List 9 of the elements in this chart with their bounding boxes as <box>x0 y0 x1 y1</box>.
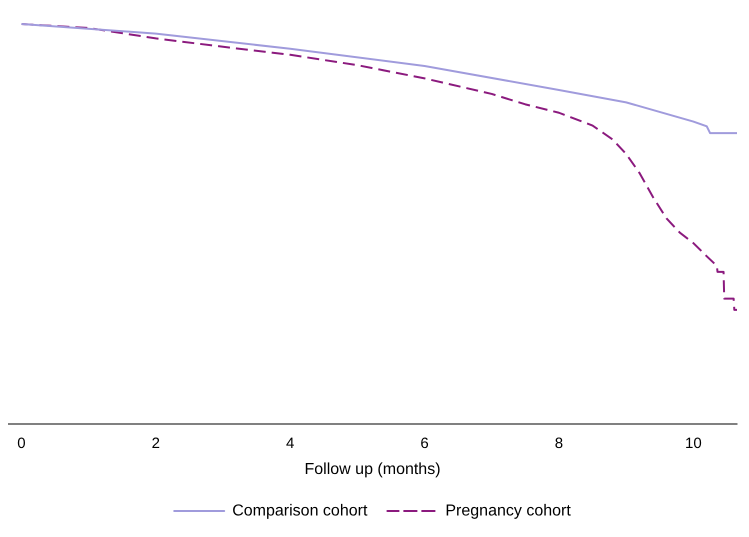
x-tick-label: 6 <box>420 434 429 452</box>
x-axis-title: Follow up (months) <box>304 460 441 478</box>
x-tick-label: 8 <box>554 434 564 452</box>
x-tick-label: 2 <box>152 434 160 452</box>
legend-label: Comparison cohort <box>232 502 368 520</box>
legend-label: Pregnancy cohort <box>445 502 572 520</box>
x-tick-label: 10 <box>684 434 702 452</box>
x-tick-label: 4 <box>286 434 294 452</box>
x-tick-label: 0 <box>17 434 26 452</box>
